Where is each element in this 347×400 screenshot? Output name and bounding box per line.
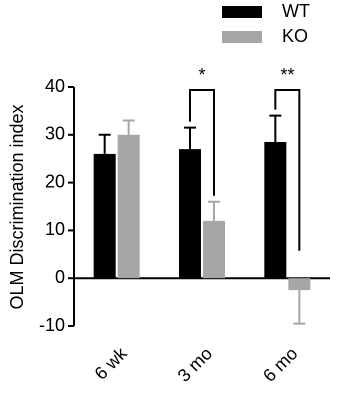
y-tick-label: 40 <box>45 76 65 96</box>
x-tick-label: 6 mo <box>259 343 301 385</box>
y-axis-label: OLM Discrimination index <box>7 104 27 309</box>
error-bar <box>293 290 306 325</box>
bar <box>93 153 116 279</box>
x-tick-label: 3 mo <box>174 343 216 385</box>
bar <box>117 134 140 279</box>
error-bar <box>208 200 220 221</box>
y-tick-label: 0 <box>55 267 65 287</box>
y-tick-label: -10 <box>39 315 65 335</box>
bar <box>203 220 225 279</box>
legend-swatch <box>222 31 262 43</box>
legend-label: KO <box>282 26 308 46</box>
error-bar <box>122 119 135 135</box>
x-tick-label: 6 wk <box>91 343 132 384</box>
error-bar <box>98 133 111 154</box>
legend-swatch <box>222 6 262 18</box>
y-tick-label: 10 <box>45 219 65 239</box>
y-tick-label: 30 <box>45 124 65 144</box>
bar <box>264 141 287 279</box>
significance-label: ** <box>280 65 294 85</box>
bar <box>179 149 201 279</box>
significance-label: * <box>198 65 205 85</box>
legend-label: WT <box>282 1 310 21</box>
bar <box>288 278 311 291</box>
error-bar <box>184 126 196 150</box>
error-bar <box>269 114 282 142</box>
significance-bracket <box>189 89 215 196</box>
y-tick-label: 20 <box>45 171 65 191</box>
significance-bracket <box>274 89 301 251</box>
